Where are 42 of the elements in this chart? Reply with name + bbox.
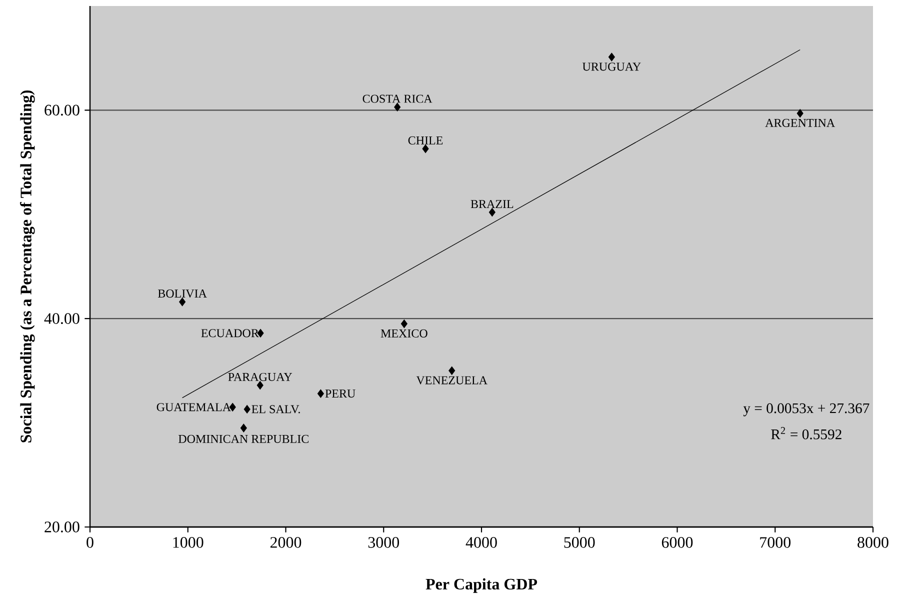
point <box>422 144 429 154</box>
point <box>394 102 401 112</box>
x-tick-label: 7000 <box>760 537 791 548</box>
point <box>240 424 247 432</box>
x-tick-label: 4000 <box>466 537 497 548</box>
point <box>488 208 496 217</box>
x-tick-label: 0 <box>86 537 94 548</box>
annotation: PERU <box>325 390 356 398</box>
x-tick-label: 8000 <box>858 537 888 548</box>
point <box>400 320 408 328</box>
annotation: COSTA RICA <box>362 94 432 103</box>
annotation: EL SALV. <box>252 405 300 414</box>
annotation: ECUADOR <box>201 329 259 338</box>
annotation: MEXICO <box>380 329 428 338</box>
x-tick-label: 3000 <box>368 537 400 548</box>
point <box>448 366 456 375</box>
annotation: BOLIVIA <box>158 290 207 298</box>
annotation: CHILE <box>408 136 443 144</box>
y-axis-title: Social Spending (as a Percentage of Total Spending) <box>20 90 35 442</box>
point <box>179 298 186 306</box>
annotation: BRAZIL <box>470 200 514 208</box>
annotation: y = 0.0053x + 27.367 <box>743 403 870 416</box>
x-tick-label: 2000 <box>270 537 302 548</box>
point <box>796 109 804 118</box>
point <box>244 404 250 414</box>
y-tick-label: 20.00 <box>44 522 80 532</box>
x-axis-title: Per Capita GDP <box>426 578 538 593</box>
point <box>317 389 324 398</box>
y-tick-label: 40.00 <box>44 313 80 324</box>
x-tick-label: 5000 <box>564 537 595 548</box>
annotation: VENEZUELA <box>416 376 488 384</box>
annotation: DOMINICAN REPUBLIC <box>178 434 308 443</box>
annotation: URUGUAY <box>582 62 641 71</box>
y-tick-label: 60.00 <box>44 104 80 116</box>
annotation: GUATEMALA <box>156 403 231 412</box>
annotation: PARAGUAY <box>228 372 292 382</box>
x-tick-label: 6000 <box>662 537 693 548</box>
annotation: R$^{2}$ = 0.5592 <box>771 427 842 440</box>
annotation: ARGENTINA <box>765 118 835 127</box>
x-tick-label: 1000 <box>173 537 204 548</box>
point <box>608 52 615 62</box>
point <box>256 381 264 390</box>
